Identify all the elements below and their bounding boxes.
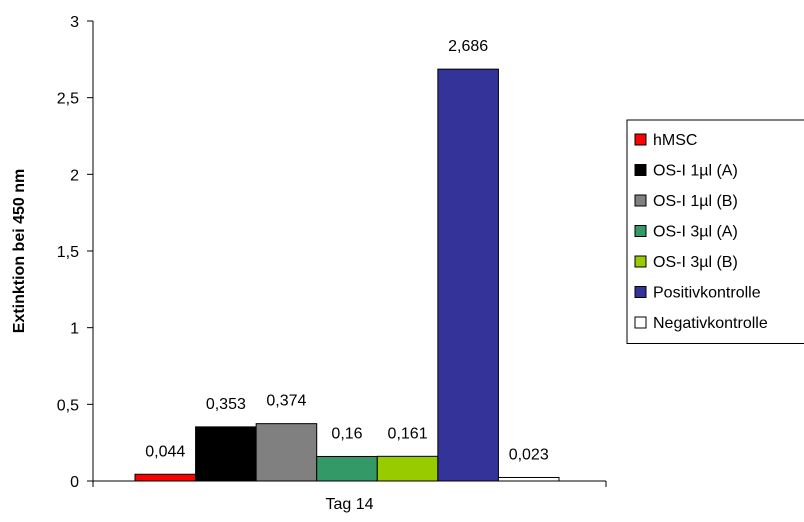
legend-label: OS-I 1µl (A) bbox=[653, 163, 738, 180]
y-tick-label: 0,5 bbox=[57, 397, 79, 414]
legend-label: OS-I 3µl (A) bbox=[653, 224, 738, 241]
x-category-label: Tag 14 bbox=[325, 496, 373, 513]
y-tick-label: 2 bbox=[70, 167, 79, 184]
legend-label: OS-I 1µl (B) bbox=[653, 193, 738, 210]
legend: hMSC OS-I 1µl (A) OS-I 1µl (B) OS-I 3µl (A)… bbox=[626, 119, 804, 344]
data-label: 0,161 bbox=[388, 425, 428, 442]
data-label: 0,16 bbox=[331, 425, 362, 442]
bars bbox=[134, 68, 560, 482]
axes: 0 0,5 1 1,5 2 2,5 3 Tag 14 bbox=[57, 14, 607, 513]
legend-swatch bbox=[634, 164, 647, 176]
bar-7 bbox=[497, 476, 560, 482]
legend-swatch bbox=[634, 194, 647, 207]
legend-swatch bbox=[634, 316, 647, 329]
bar-3 bbox=[255, 423, 318, 482]
legend-box bbox=[626, 119, 804, 344]
y-tick-label: 2,5 bbox=[57, 91, 79, 108]
bar-5 bbox=[376, 455, 439, 482]
y-tick-label: 3 bbox=[70, 14, 79, 31]
data-label: 0,044 bbox=[145, 443, 185, 460]
legend-label: Negativkontrolle bbox=[653, 315, 768, 332]
bar-2 bbox=[195, 426, 257, 482]
bar-4 bbox=[316, 455, 378, 482]
y-axis-title: Extinktion bei 450 nm bbox=[11, 169, 28, 333]
data-labels: 0,044 0,353 0,374 0,16 0,161 2,686 0,023 bbox=[145, 38, 549, 463]
data-label: 2,686 bbox=[448, 38, 488, 55]
bar-6 bbox=[437, 68, 499, 482]
data-label: 0,023 bbox=[509, 446, 549, 463]
legend-label: OS-I 3µl (B) bbox=[653, 254, 738, 271]
bar-1 bbox=[134, 473, 197, 482]
legend-label: hMSC bbox=[653, 132, 697, 149]
legend-label: Positivkontrolle bbox=[653, 285, 761, 302]
legend-swatch bbox=[634, 255, 647, 268]
legend-swatch bbox=[634, 286, 647, 298]
data-label: 0,374 bbox=[266, 393, 306, 410]
y-tick-label: 1,5 bbox=[57, 244, 79, 261]
legend-swatch bbox=[634, 225, 647, 237]
y-tick-label: 1 bbox=[70, 321, 79, 338]
y-tick-label: 0 bbox=[70, 474, 79, 491]
legend-swatch bbox=[634, 133, 647, 146]
data-label: 0,353 bbox=[206, 396, 246, 413]
